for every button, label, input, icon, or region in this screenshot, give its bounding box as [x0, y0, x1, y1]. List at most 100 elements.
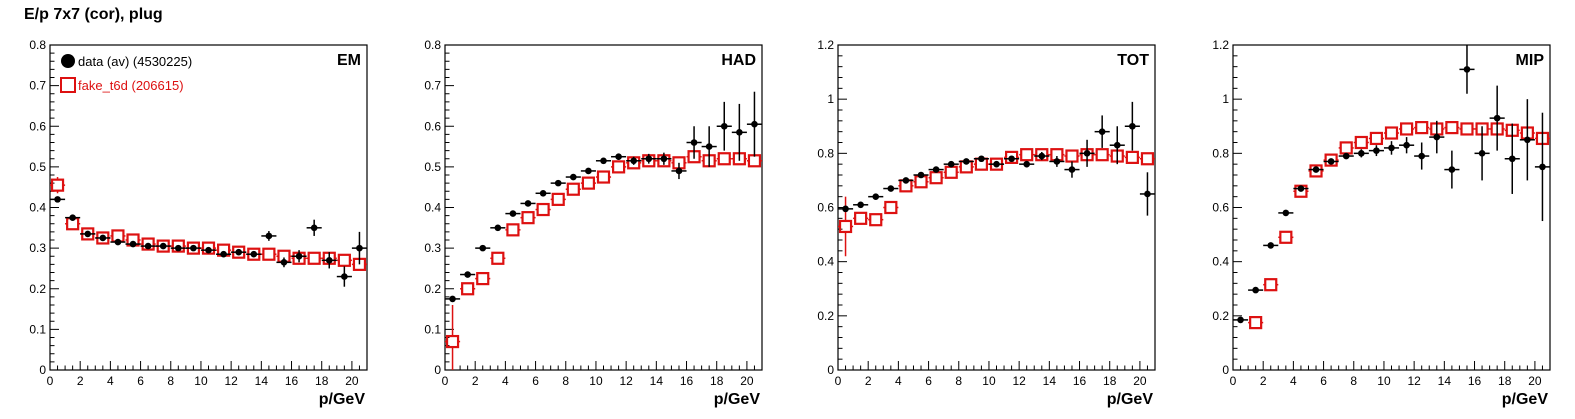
- fake-marker: [1354, 135, 1368, 150]
- data-marker: [1312, 166, 1320, 173]
- data-marker: [1448, 166, 1456, 173]
- y-tick-label: 0.1: [29, 322, 46, 336]
- fake-marker: [506, 223, 520, 237]
- data-marker: [1008, 155, 1015, 163]
- data-marker: [114, 238, 122, 246]
- fake-marker: [337, 253, 351, 267]
- x-tick-label: 6: [925, 374, 932, 388]
- data-marker: [1358, 150, 1365, 157]
- data-marker: [1524, 136, 1531, 144]
- data-marker: [341, 273, 348, 280]
- plot-frame: [49, 44, 368, 371]
- data-marker: [1478, 150, 1486, 157]
- data-marker: [615, 153, 622, 161]
- data-marker: [585, 167, 592, 175]
- data-marker: [720, 122, 728, 130]
- data-marker: [205, 246, 212, 254]
- data-marker: [1403, 141, 1410, 149]
- fake-marker: [566, 182, 580, 196]
- data-marker: [69, 214, 76, 221]
- fake-marker: [476, 271, 490, 286]
- x-tick-label: 12: [619, 374, 633, 388]
- data-marker: [857, 201, 864, 209]
- fake-marker: [611, 160, 626, 174]
- y-tick-label: 0.2: [817, 309, 834, 323]
- fake-marker: [307, 251, 321, 265]
- legend-fake-label: fake_t6d (206615): [78, 78, 184, 93]
- data-marker: [1327, 158, 1335, 165]
- fake-marker: [1004, 150, 1019, 164]
- data-marker: [1418, 152, 1425, 160]
- data-marker: [993, 160, 1000, 168]
- x-tick-label: 14: [1438, 374, 1452, 388]
- data-marker: [250, 250, 258, 258]
- fake-marker: [838, 219, 853, 234]
- y-tick-label: 0.3: [29, 241, 46, 255]
- data-marker: [1038, 152, 1046, 160]
- x-tick-label: 2: [77, 374, 84, 388]
- y-tick-label: 0.8: [1212, 146, 1229, 160]
- fake-marker: [1369, 131, 1384, 146]
- fake-marker: [262, 247, 276, 261]
- x-tick-label: 4: [895, 374, 902, 388]
- data-marker: [1129, 122, 1136, 130]
- data-marker: [464, 271, 471, 278]
- y-tick-label: 0.2: [424, 282, 441, 296]
- x-tick-label: 10: [1377, 374, 1391, 388]
- x-tick-label: 20: [740, 374, 754, 388]
- legend-data-marker: [61, 54, 75, 68]
- fake-marker: [1065, 149, 1079, 163]
- y-tick-label: 0.4: [817, 255, 834, 269]
- data-marker: [1053, 158, 1061, 165]
- fake-marker: [1035, 148, 1049, 162]
- data-marker: [356, 244, 363, 252]
- y-tick-label: 0.4: [424, 201, 441, 215]
- x-axis-label: p/GeV: [1502, 391, 1549, 408]
- data-marker: [554, 179, 562, 187]
- fake-marker: [461, 282, 475, 296]
- y-tick-label: 0.8: [29, 38, 46, 52]
- data-marker: [978, 155, 985, 163]
- data-marker: [1267, 242, 1275, 249]
- x-tick-label: 4: [1290, 374, 1297, 388]
- fake-marker: [747, 154, 762, 168]
- fake-marker: [717, 152, 731, 166]
- x-tick-label: 0: [442, 374, 449, 388]
- data-marker: [570, 173, 577, 181]
- page-title: E/p 7x7 (cor), plug: [24, 6, 163, 23]
- data-marker: [190, 244, 197, 252]
- data-marker: [1098, 128, 1106, 135]
- x-tick-label: 12: [224, 374, 238, 388]
- data-marker: [1373, 147, 1380, 154]
- panel-label: HAD: [721, 52, 756, 69]
- x-tick-label: 6: [137, 374, 144, 388]
- data-marker: [325, 257, 333, 264]
- data-marker: [494, 224, 502, 232]
- x-tick-label: 8: [167, 374, 174, 388]
- x-tick-label: 2: [865, 374, 872, 388]
- x-tick-label: 8: [1350, 374, 1357, 388]
- y-tick-label: 0.8: [424, 38, 441, 52]
- x-tick-label: 8: [955, 374, 962, 388]
- data-marker: [99, 234, 107, 242]
- data-marker: [129, 240, 137, 248]
- x-tick-label: 16: [285, 374, 299, 388]
- data-marker: [84, 230, 92, 238]
- data-marker: [1282, 209, 1290, 217]
- data-marker: [1068, 166, 1076, 173]
- y-tick-label: 0.4: [1212, 255, 1229, 269]
- data-marker: [1237, 316, 1244, 324]
- panel-mip: 0 2 4 6 8 10 12 14 16 18 20 0 0.2 0.4 0.6 0.8 1 1.2 p/GeV M…: [1212, 38, 1551, 408]
- data-marker: [54, 196, 61, 203]
- fake-marker: [50, 178, 65, 192]
- fake-marker: [884, 200, 898, 215]
- x-tick-label: 10: [589, 374, 603, 388]
- y-tick-label: 0.5: [29, 160, 46, 174]
- data-marker: [159, 242, 167, 250]
- panel-em: 0 2 4 6 8 10 12 14 16 18 20 0 0.1 0.2 0.3 0.4 0.5 0.6 0.7 0…: [29, 38, 368, 408]
- legend-data-label: data (av) (4530225): [78, 54, 192, 69]
- data-marker: [1252, 286, 1259, 294]
- fake-marker: [201, 241, 216, 255]
- data-marker: [1297, 185, 1305, 192]
- data-marker: [902, 177, 910, 184]
